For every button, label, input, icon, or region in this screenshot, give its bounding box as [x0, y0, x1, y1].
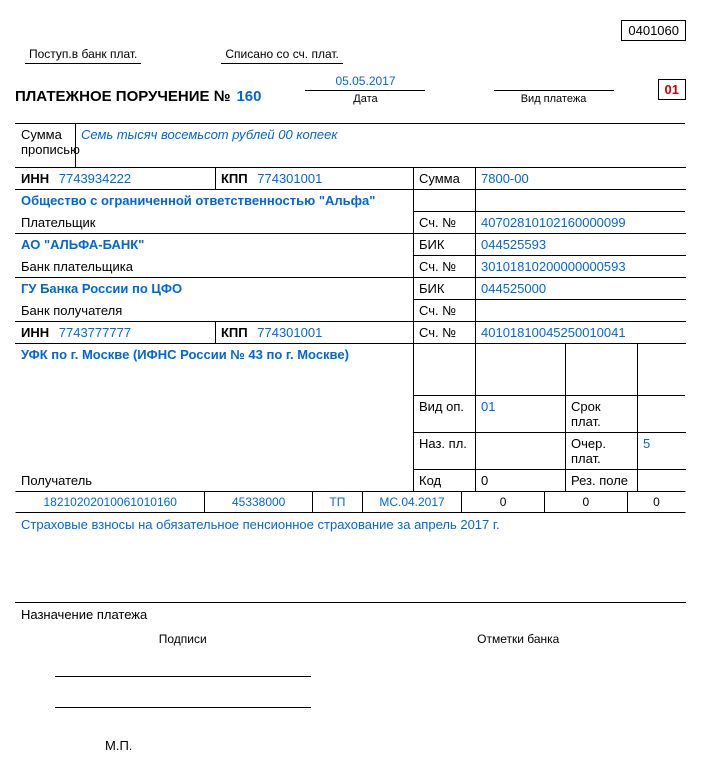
- date-stack: 05.05.2017 Дата: [281, 74, 449, 105]
- bank-marks-label: Отметки банка: [477, 632, 559, 646]
- recipient-name: УФК по г. Москве (ИФНС России № 43 по г.…: [16, 344, 414, 396]
- payer-inn-cell: ИНН 7743934222: [16, 168, 216, 190]
- sign-line-1: [55, 676, 311, 677]
- payer-acc-value: 40702810102160000099: [476, 212, 686, 234]
- ocher-label: Очер. плат.: [566, 433, 638, 470]
- payer-bank-label: Банк плательщика: [16, 256, 414, 278]
- recipient-label: Получатель: [16, 396, 414, 492]
- vid-op: 01: [476, 396, 566, 433]
- payer-bik-label: БИК: [414, 234, 476, 256]
- payer-kpp-label: КПП: [221, 171, 248, 186]
- priority-code-box: 01: [658, 79, 686, 100]
- payer-name: Общество с ограниченной ответственностью…: [16, 190, 414, 212]
- rez-label: Рез. поле: [566, 470, 638, 492]
- date-label: Дата: [353, 93, 377, 105]
- payer-label: Плательщик: [16, 212, 414, 234]
- payer-bank-acc-value: 30101810200000000593: [476, 256, 686, 278]
- ocher: 5: [638, 433, 686, 470]
- code-basis: ТП: [313, 491, 363, 513]
- recipient-bank-acc: [476, 300, 686, 322]
- recipient-kpp-cell: КПП 774301001: [216, 322, 414, 344]
- payer-bank-name: АО "АЛЬФА-БАНК": [16, 234, 414, 256]
- recipient-acc: 40101810045250010041: [476, 322, 686, 344]
- spacer: [414, 344, 476, 396]
- spacer: [476, 344, 566, 396]
- title-label: ПЛАТЕЖНОЕ ПОРУЧЕНИЕ №: [15, 88, 230, 105]
- payer-acc-label: Сч. №: [414, 212, 476, 234]
- recipient-inn-label: ИНН: [21, 325, 49, 340]
- signature-row: Подписи Отметки банка: [15, 632, 686, 708]
- written-off-label: Списано со сч. плат.: [221, 47, 343, 64]
- main-form-table: Сумма прописью Семь тысяч восемьсот рубл…: [15, 123, 686, 492]
- signatures-col: Подписи: [15, 632, 351, 708]
- recipient-kpp-label: КПП: [221, 325, 248, 340]
- rez: [638, 470, 686, 492]
- mp-label: М.П.: [105, 738, 686, 753]
- recipient-bank-bik-label: БИК: [414, 278, 476, 300]
- payer-inn-label: ИНН: [21, 171, 49, 186]
- codes-row: 18210202010061010160 45338000 ТП МС.04.2…: [15, 491, 686, 513]
- document-number: 160: [236, 88, 261, 105]
- code-kbk: 18210202010061010160: [15, 491, 205, 513]
- spacer: [566, 344, 638, 396]
- kod: 0: [476, 470, 566, 492]
- bank-in-label: Поступ.в банк плат.: [25, 47, 141, 64]
- payment-type-stack: Вид платежа: [470, 88, 638, 105]
- recipient-bank-bik: 044525000: [476, 278, 686, 300]
- recipient-bank-name: ГУ Банка России по ЦФО: [16, 278, 414, 300]
- recipient-kpp: 774301001: [257, 325, 322, 340]
- recipient-acc-label: Сч. №: [414, 322, 476, 344]
- code-docnum: 0: [462, 491, 545, 513]
- sum-value: 7800-00: [476, 168, 686, 190]
- vid-op-label: Вид оп.: [414, 396, 476, 433]
- payer-kpp-cell: КПП 774301001: [216, 168, 414, 190]
- recipient-bank-label: Банк получателя: [16, 300, 414, 322]
- purpose-block: Страховые взносы на обязательное пенсион…: [15, 513, 686, 603]
- sign-line-2: [55, 707, 311, 708]
- purpose-text: Страховые взносы на обязательное пенсион…: [21, 517, 680, 532]
- payer-bik-value: 044525593: [476, 234, 686, 256]
- purpose-label: Назначение платежа: [15, 603, 686, 626]
- payer-kpp: 774301001: [257, 171, 322, 186]
- naz: [476, 433, 566, 470]
- recipient-inn-cell: ИНН 7743777777: [16, 322, 216, 344]
- document-title: ПЛАТЕЖНОЕ ПОРУЧЕНИЕ № 160: [15, 88, 261, 105]
- title-row: ПЛАТЕЖНОЕ ПОРУЧЕНИЕ № 160 05.05.2017 Дат…: [15, 74, 686, 105]
- payment-type-label: Вид платежа: [521, 93, 587, 105]
- payer-inn: 7743934222: [59, 171, 131, 186]
- spacer: [638, 344, 686, 396]
- document-date: 05.05.2017: [305, 74, 425, 91]
- form-code: 0401060: [621, 20, 686, 41]
- code-period: МС.04.2017: [363, 491, 462, 513]
- spacer: [414, 190, 476, 212]
- payer-bank-acc-label: Сч. №: [414, 256, 476, 278]
- naz-label: Наз. пл.: [414, 433, 476, 470]
- header-under: Поступ.в банк плат. Списано со сч. плат.: [15, 47, 686, 64]
- spacer: [476, 190, 686, 212]
- recipient-inn: 7743777777: [59, 325, 131, 340]
- signatures-label: Подписи: [159, 632, 207, 646]
- payment-type: [494, 88, 614, 91]
- sum-label: Сумма: [414, 168, 476, 190]
- code-type: 0: [628, 491, 686, 513]
- kod-label: Код: [414, 470, 476, 492]
- amount-words-label: Сумма прописью: [16, 124, 76, 168]
- amount-words-value: Семь тысяч восемьсот рублей 00 копеек: [76, 124, 686, 168]
- code-docdate: 0: [545, 491, 628, 513]
- form-code-box: 0401060: [15, 20, 686, 41]
- code-oktmo: 45338000: [205, 491, 312, 513]
- recipient-bank-acc-label: Сч. №: [414, 300, 476, 322]
- srok-label: Срок плат.: [566, 396, 638, 433]
- srok: [638, 396, 686, 433]
- bank-marks-col: Отметки банка: [351, 632, 687, 708]
